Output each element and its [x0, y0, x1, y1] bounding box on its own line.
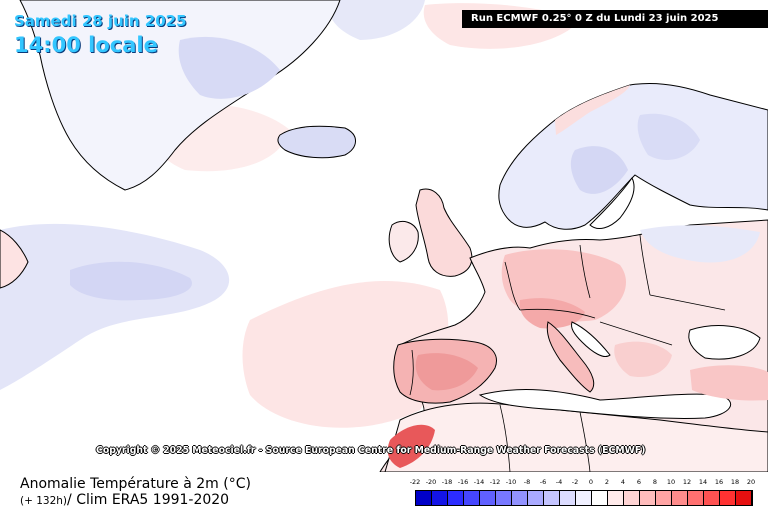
legend-label: -16	[457, 478, 469, 486]
alps-warm-anomaly	[519, 298, 585, 329]
greenland-cool-anomaly	[178, 36, 280, 99]
legend-swatch	[720, 491, 736, 505]
arctic-cool-patch	[328, 0, 425, 40]
atlantic-cool-anomaly-core	[70, 261, 192, 301]
adriatic-sea	[571, 321, 611, 357]
border-alps	[519, 308, 596, 319]
legend-label: -18	[441, 478, 453, 486]
legend-label: -10	[505, 478, 517, 486]
baltic-sea	[589, 177, 635, 229]
morocco-hot-anomaly	[387, 424, 435, 468]
forecast-lead-time: (+ 132h)	[20, 495, 68, 507]
legend-tick-labels: -22 -20 -18 -16 -14 -12 -10 -8 -6 -4 -2 0 2 4 6 8 10 12 14…	[406, 478, 755, 490]
legend-swatch	[576, 491, 592, 505]
legend-label: -4	[555, 478, 563, 486]
legend-label: 14	[698, 478, 708, 486]
border-eastern-europe	[649, 294, 726, 311]
legend-swatch	[704, 491, 720, 505]
legend-swatch	[544, 491, 560, 505]
legend-swatch	[416, 491, 432, 505]
legend-label: 8	[652, 478, 658, 486]
border-balkans	[599, 321, 673, 346]
legend-label: 4	[620, 478, 626, 486]
forecast-time: 14:00 locale	[14, 33, 158, 57]
legend-swatch	[480, 491, 496, 505]
legend-swatch	[608, 491, 624, 505]
atlantic-cool-anomaly-area	[0, 223, 230, 390]
eastern-europe-cool-anomaly	[640, 225, 760, 263]
legend-swatch	[736, 491, 752, 505]
parameter-subtitle: (+ 132h)/ Clim ERA5 1991-2020	[20, 492, 229, 510]
turkey-warm-anomaly	[690, 365, 768, 401]
legend-label: 10	[666, 478, 676, 486]
sweden-cool-anomaly	[570, 146, 628, 194]
legend-label: -12	[489, 478, 501, 486]
atlantic-warm-anomaly-area	[242, 281, 449, 428]
finland-cool-anomaly	[637, 113, 700, 160]
legend-swatch	[560, 491, 576, 505]
legend-swatch	[464, 491, 480, 505]
border-north-africa	[499, 404, 511, 472]
legend-label: 2	[604, 478, 610, 486]
legend-label: -14	[473, 478, 485, 486]
legend-label: 18	[730, 478, 740, 486]
country-borders	[409, 234, 726, 472]
labrador-coast	[0, 229, 29, 289]
italy-landmass	[546, 321, 595, 393]
black-sea	[688, 325, 761, 360]
legend-swatch	[432, 491, 448, 505]
legend-swatch	[512, 491, 528, 505]
legend-label: 12	[682, 478, 692, 486]
legend-swatch	[688, 491, 704, 505]
border-north-africa-east	[579, 411, 591, 472]
legend-swatch	[656, 491, 672, 505]
parameter-title: Anomalie Température à 2m (°C)	[20, 476, 251, 492]
greenland-landmass	[19, 0, 341, 191]
model-run-info: Run ECMWF 0.25° 0 Z du Lundi 23 juin 202…	[462, 10, 768, 28]
iceland-landmass	[277, 125, 356, 159]
border-france-germany	[504, 261, 521, 311]
ireland-landmass	[388, 221, 419, 263]
border-spain-portugal	[409, 349, 414, 396]
legend-label: -20	[425, 478, 437, 486]
legend-swatch	[624, 491, 640, 505]
legend-swatch	[672, 491, 688, 505]
legend-label: -22	[409, 478, 421, 486]
legend-label: 0	[588, 478, 594, 486]
norway-coast-warm-strip	[555, 85, 630, 135]
climatology-reference: / Clim ERA5 1991-2020	[67, 492, 230, 508]
legend-label: 20	[746, 478, 756, 486]
great-britain-landmass	[415, 188, 473, 277]
legend-swatch	[496, 491, 512, 505]
north-africa-landmass	[384, 402, 768, 472]
legend-swatch	[528, 491, 544, 505]
color-scale-legend: -22 -20 -18 -16 -14 -12 -10 -8 -6 -4 -2 0 2 4 6 8 10 12 14…	[406, 478, 755, 508]
legend-swatch	[592, 491, 608, 505]
forecast-date: Samedi 28 juin 2025	[14, 12, 187, 30]
iberia-hot-anomaly	[415, 353, 478, 391]
mediterranean-sea	[478, 389, 732, 419]
temperature-anomaly-map	[0, 0, 768, 472]
legend-label: 16	[714, 478, 724, 486]
legend-label: 6	[636, 478, 642, 486]
legend-label: -8	[523, 478, 531, 486]
copyright-notice: Copyright © 2025 Meteociel.fr - Source E…	[96, 445, 646, 456]
legend-swatch	[448, 491, 464, 505]
border-germany-poland	[579, 244, 591, 299]
legend-label: -2	[571, 478, 579, 486]
border-poland-east	[639, 234, 651, 296]
legend-label: -6	[539, 478, 547, 486]
legend-swatch	[640, 491, 656, 505]
balkans-warm-anomaly	[614, 341, 672, 378]
legend-color-bar	[415, 490, 753, 506]
